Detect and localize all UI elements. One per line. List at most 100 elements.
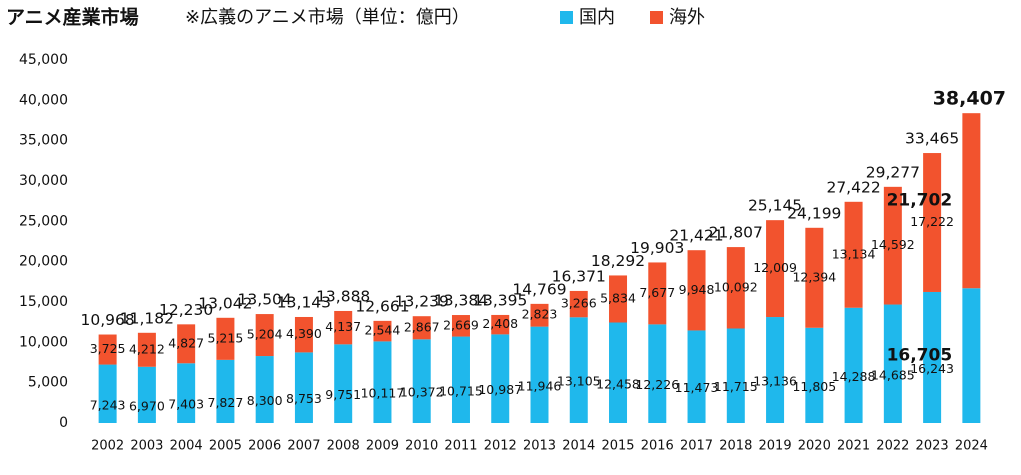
legend-swatch bbox=[650, 11, 663, 24]
chart-subtitle: ※広義のアニメ市場（単位：億円） bbox=[185, 7, 470, 28]
bar-segment bbox=[569, 290, 588, 318]
value-label: 11,805 bbox=[792, 379, 836, 394]
bar-segment bbox=[844, 201, 863, 308]
total-label: 19,903 bbox=[630, 239, 684, 257]
x-tick-label: 2004 bbox=[170, 439, 203, 454]
x-tick-label: 2018 bbox=[719, 439, 752, 454]
value-label: 7,827 bbox=[208, 395, 244, 410]
bar-segment bbox=[609, 322, 628, 423]
bar-segment bbox=[766, 220, 785, 318]
bar-segment bbox=[883, 304, 902, 423]
total-label: 16,371 bbox=[552, 267, 606, 285]
bar-segment bbox=[962, 113, 981, 289]
total-label: 13,504 bbox=[238, 291, 292, 309]
x-tick-label: 2011 bbox=[444, 439, 477, 454]
bar-segment bbox=[844, 307, 863, 423]
value-label: 11,715 bbox=[714, 379, 758, 394]
total-label: 24,199 bbox=[787, 204, 841, 222]
value-label: 7,403 bbox=[168, 397, 204, 412]
value-label: 2,823 bbox=[522, 307, 558, 322]
value-label: 14,288 bbox=[832, 369, 876, 384]
bar-segment bbox=[98, 334, 117, 365]
x-tick-label: 2017 bbox=[680, 439, 713, 454]
y-tick-label: 35,000 bbox=[19, 133, 68, 149]
x-tick-label: 2020 bbox=[798, 439, 831, 454]
y-tick-label: 5,000 bbox=[28, 375, 68, 391]
value-label: 11,473 bbox=[675, 380, 719, 395]
bar-segment bbox=[923, 291, 942, 423]
x-tick-label: 2008 bbox=[327, 439, 360, 454]
legend-label: 海外 bbox=[669, 7, 705, 28]
bar-segment bbox=[805, 227, 824, 328]
bar-segment bbox=[177, 363, 196, 423]
x-tick-label: 2023 bbox=[916, 439, 949, 454]
total-label: 14,769 bbox=[512, 280, 566, 298]
bar-segment bbox=[412, 339, 431, 423]
bar-segment bbox=[491, 334, 510, 423]
value-label: 21,702 bbox=[887, 191, 953, 211]
bar-segment bbox=[451, 336, 470, 423]
value-label: 3,725 bbox=[90, 341, 126, 356]
value-label: 12,394 bbox=[792, 269, 836, 284]
value-label: 13,134 bbox=[832, 246, 876, 261]
value-label: 10,715 bbox=[439, 383, 483, 398]
x-tick-label: 2007 bbox=[287, 439, 320, 454]
total-label: 10,968 bbox=[81, 311, 135, 329]
x-tick-label: 2019 bbox=[759, 439, 792, 454]
bar-segment bbox=[569, 317, 588, 423]
x-tick-label: 2005 bbox=[209, 439, 242, 454]
bar-segment bbox=[255, 356, 274, 423]
bar-segment bbox=[373, 341, 392, 423]
total-label: 18,292 bbox=[591, 252, 645, 270]
bar-segment bbox=[491, 314, 510, 335]
y-tick-label: 45,000 bbox=[19, 52, 68, 68]
bar-segment bbox=[687, 330, 706, 423]
x-tick-label: 2014 bbox=[562, 439, 595, 454]
y-tick-label: 40,000 bbox=[19, 92, 68, 108]
value-label: 2,544 bbox=[365, 323, 401, 338]
bar-segment bbox=[334, 344, 353, 423]
bar-segment bbox=[294, 352, 313, 423]
value-label: 17,222 bbox=[910, 214, 954, 229]
bar-segment bbox=[648, 262, 667, 325]
total-label: 27,422 bbox=[826, 178, 880, 196]
value-label: 9,751 bbox=[325, 387, 361, 402]
value-label: 2,408 bbox=[482, 316, 518, 331]
x-tick-label: 2006 bbox=[248, 439, 281, 454]
value-label: 16,243 bbox=[910, 361, 954, 376]
x-tick-label: 2010 bbox=[405, 439, 438, 454]
value-label: 5,204 bbox=[247, 327, 283, 342]
bar-segment bbox=[530, 303, 549, 327]
bar-segment bbox=[962, 288, 981, 423]
value-label: 8,300 bbox=[247, 393, 283, 408]
value-label: 14,592 bbox=[871, 237, 915, 252]
value-label: 9,948 bbox=[679, 282, 715, 297]
value-label: 5,834 bbox=[600, 290, 636, 305]
bar-segment bbox=[687, 250, 706, 331]
bar-segment bbox=[216, 359, 235, 423]
bar-segment bbox=[883, 186, 902, 305]
bar-segment bbox=[216, 317, 235, 360]
bar-segment bbox=[609, 275, 628, 323]
value-label: 2,669 bbox=[443, 317, 479, 332]
legend-label: 国内 bbox=[579, 7, 615, 28]
value-label: 4,212 bbox=[129, 341, 165, 356]
total-label: 29,277 bbox=[866, 163, 920, 181]
value-label: 2,867 bbox=[404, 319, 440, 334]
legend-swatch bbox=[560, 11, 573, 24]
total-label: 12,230 bbox=[159, 301, 213, 319]
value-label: 4,827 bbox=[168, 335, 204, 350]
bar-segment bbox=[766, 317, 785, 423]
bar-segment bbox=[137, 332, 156, 367]
x-tick-label: 2012 bbox=[484, 439, 517, 454]
x-tick-label: 2013 bbox=[523, 439, 556, 454]
value-label: 10,117 bbox=[361, 386, 405, 401]
total-label: 13,042 bbox=[198, 294, 252, 312]
y-tick-label: 25,000 bbox=[19, 213, 68, 229]
value-label: 6,970 bbox=[129, 398, 165, 413]
total-label: 13,395 bbox=[473, 291, 527, 309]
bar-segment bbox=[98, 364, 117, 423]
bar-segment bbox=[726, 247, 745, 329]
value-label: 4,390 bbox=[286, 326, 322, 341]
y-tick-label: 30,000 bbox=[19, 173, 68, 189]
